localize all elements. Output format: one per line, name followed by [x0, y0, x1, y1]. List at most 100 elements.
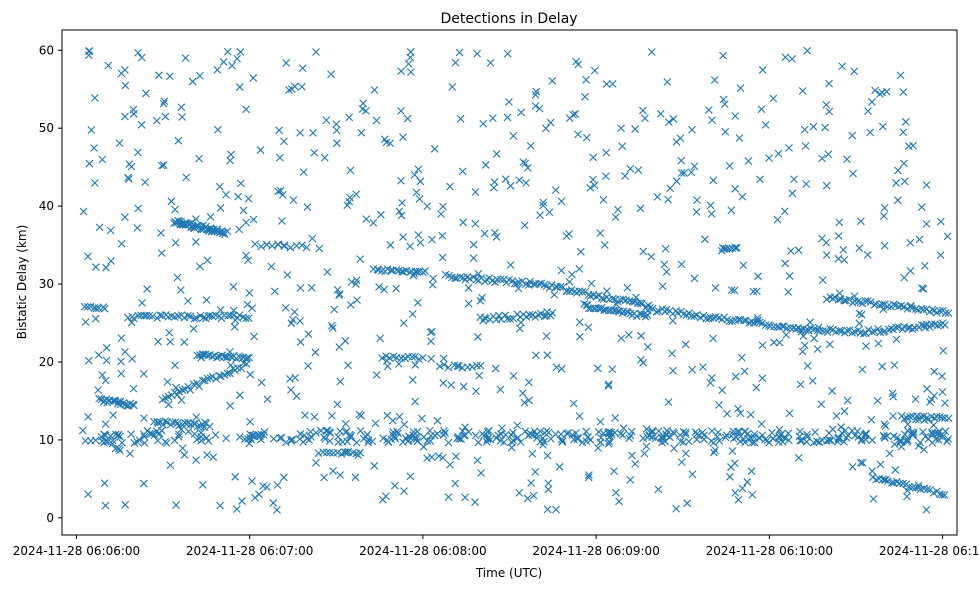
scatter-point — [483, 431, 491, 440]
scatter-point — [235, 311, 244, 319]
scatter-point — [722, 431, 731, 439]
scatter-point — [506, 261, 515, 269]
scatter-point — [802, 180, 811, 188]
scatter-point — [843, 155, 851, 164]
x-tick-label: 2024-11-28 06:11:00 — [879, 544, 979, 558]
scatter-point — [106, 226, 115, 235]
scatter-point — [207, 227, 216, 236]
scatter-point — [919, 427, 927, 436]
scatter-point — [269, 434, 278, 443]
scatter-point — [236, 391, 244, 400]
scatter-point — [382, 138, 391, 147]
scatter-point — [285, 86, 293, 94]
scatter-point — [171, 361, 179, 370]
scatter-point — [732, 243, 741, 252]
scatter-point — [509, 372, 518, 380]
scatter-point — [514, 284, 523, 293]
scatter-point — [683, 499, 692, 508]
scatter-point — [920, 261, 929, 270]
scatter-point — [406, 242, 414, 251]
scatter-point — [775, 425, 784, 434]
scatter-point — [280, 241, 289, 250]
scatter-point — [329, 467, 337, 475]
scatter-point — [661, 244, 670, 253]
scatter-point — [298, 82, 306, 91]
scatter-point — [187, 218, 196, 227]
scatter-point — [914, 441, 923, 450]
scatter-point — [121, 500, 130, 509]
scatter-point — [327, 70, 335, 79]
scatter-point — [411, 397, 420, 406]
scatter-point — [439, 379, 448, 387]
scatter-point — [270, 287, 279, 296]
scatter-point — [137, 120, 146, 129]
scatter-point — [415, 355, 423, 364]
scatter-point — [864, 107, 872, 116]
scatter-point — [440, 360, 448, 369]
scatter-point — [174, 136, 183, 145]
scatter-point — [526, 429, 534, 438]
scatter-point — [625, 434, 634, 443]
scatter-point — [192, 413, 201, 421]
scatter-point — [386, 241, 395, 249]
scatter-point — [410, 171, 419, 179]
scatter-point — [419, 442, 428, 451]
scatter-point — [352, 280, 360, 288]
scatter-point — [231, 316, 240, 325]
scatter-point — [184, 297, 192, 305]
scatter-point — [639, 434, 647, 443]
scatter-point — [725, 317, 734, 326]
x-tick-label: 2024-11-28 06:06:00 — [13, 544, 140, 558]
scatter-point — [657, 433, 666, 442]
scatter-point — [690, 162, 699, 171]
scatter-point — [177, 425, 186, 434]
scatter-point — [880, 475, 889, 484]
scatter-point — [165, 328, 174, 337]
scatter-point — [861, 329, 870, 338]
scatter-point — [446, 460, 454, 469]
scatter-point — [936, 307, 944, 315]
scatter-point — [725, 472, 734, 481]
scatter-point — [525, 396, 533, 405]
scatter-point — [291, 373, 300, 382]
scatter-point — [765, 154, 773, 162]
scatter-point — [714, 428, 722, 437]
scatter-point — [572, 57, 580, 66]
scatter-point — [594, 427, 603, 436]
scatter-point — [536, 211, 544, 220]
scatter-point — [826, 436, 835, 445]
scatter-point — [880, 203, 889, 212]
scatter-point — [941, 399, 949, 408]
scatter-point — [892, 323, 901, 332]
scatter-point — [219, 58, 228, 66]
scatter-point — [747, 317, 756, 326]
scatter-point — [290, 308, 299, 316]
scatter-point — [720, 100, 729, 109]
scatter-point — [936, 251, 945, 260]
y-tick-label: 20 — [39, 355, 54, 369]
scatter-point — [520, 398, 529, 407]
scatter-point — [94, 304, 103, 313]
scatter-point — [642, 442, 651, 451]
scatter-point — [129, 384, 138, 393]
scatter-point — [143, 285, 151, 293]
scatter-point — [395, 207, 404, 216]
scatter-point — [637, 310, 646, 318]
scatter-point — [346, 300, 355, 309]
scatter-point — [256, 146, 265, 154]
scatter-point — [114, 397, 123, 406]
scatter-point — [472, 275, 481, 284]
scatter-point — [895, 479, 904, 488]
scatter-point — [208, 372, 217, 381]
scatter-point — [706, 379, 715, 387]
scatter-point — [850, 292, 859, 301]
y-tick-label: 50 — [39, 121, 54, 135]
scatter-point — [299, 168, 308, 176]
scatter-point — [370, 461, 379, 470]
scatter-point — [889, 432, 898, 441]
scatter-point — [911, 395, 920, 403]
scatter-point — [530, 427, 539, 436]
scatter-point — [120, 65, 129, 74]
scatter-point — [484, 434, 492, 443]
scatter-point — [933, 321, 942, 330]
